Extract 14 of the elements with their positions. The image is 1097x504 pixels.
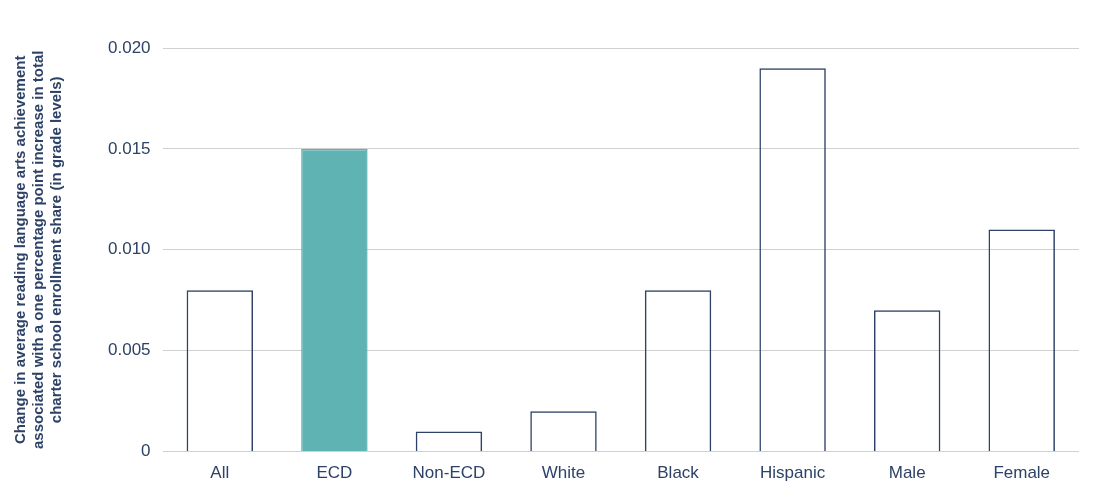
x-tick-label: Female [993,463,1051,483]
y-tick-label: 0 [141,441,151,461]
x-tick-label: ECD [316,463,353,483]
x-tick-label: White [541,463,586,483]
x-tick-label: Non-ECD [412,463,486,483]
x-tick-label: Male [888,463,926,483]
y-tick-label: 0.020 [107,37,151,57]
x-tick-label: Black [657,463,700,483]
y-axis-title: Change in average reading language arts achievement associated with a one percentage point increase in total charter school enrollment share (in grade levels) [11,50,65,450]
y-tick-label: 0.015 [107,138,151,158]
y-tick-label: 0.005 [107,340,151,360]
x-tick-label: Hispanic [760,463,826,483]
y-tick-label: 0.010 [107,239,151,259]
x-tick-label: All [210,463,230,483]
